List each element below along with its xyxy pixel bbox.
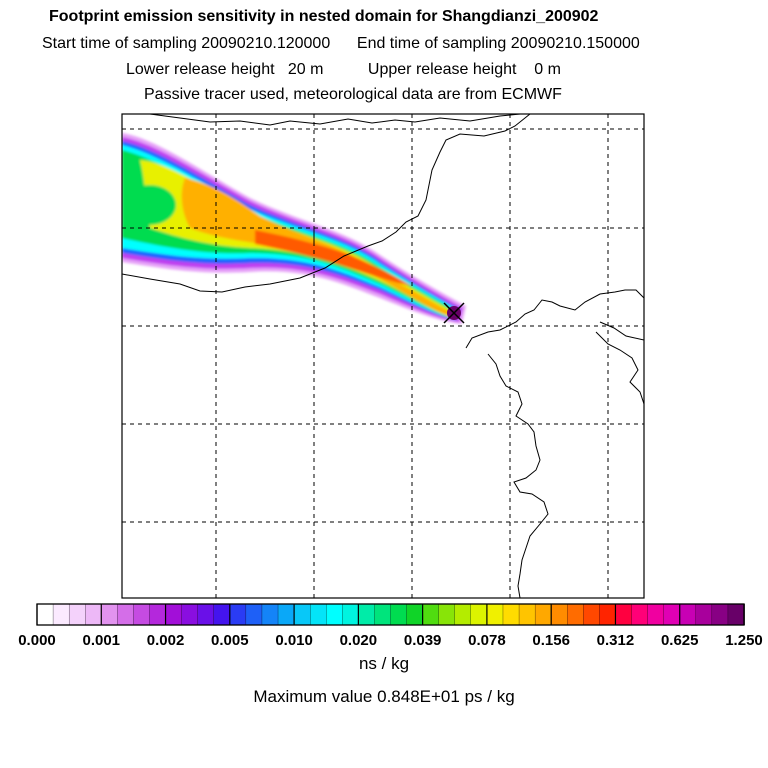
colorbar-cell — [261, 603, 279, 626]
border-north — [149, 114, 526, 126]
colorbar-cell — [406, 603, 424, 626]
plume-green-patch — [124, 185, 176, 225]
colorbar-cell — [727, 603, 745, 626]
colorbar-cell — [470, 603, 488, 626]
colorbar-cell — [165, 603, 183, 626]
colorbar-cell — [534, 603, 552, 626]
colorbar-units: ns / kg — [358, 654, 410, 673]
colorbar-tick-label: 0.010 — [275, 632, 313, 649]
colorbar-cell — [229, 603, 247, 626]
colorbar-tick-label: 0.039 — [404, 632, 442, 649]
colorbar-cell — [374, 603, 392, 626]
colorbar-tick-label: 0.625 — [661, 632, 699, 649]
colorbar-cell — [293, 603, 311, 626]
coastline-layer — [122, 114, 644, 598]
colorbar-cell — [502, 603, 520, 626]
colorbar-cell — [245, 603, 263, 626]
colorbar-cell — [358, 603, 376, 626]
lower-height-label: Lower release height — [126, 61, 275, 78]
colorbar-cell — [551, 603, 569, 626]
maximum-value-line: Maximum value 0.848E+01 ps / kg — [0, 687, 768, 707]
colorbar-cell — [567, 603, 585, 626]
colorbar-tick-label: 0.002 — [147, 632, 185, 649]
colorbar-cell — [647, 603, 665, 626]
upper-height-value: 0 m — [534, 61, 561, 78]
colorbar-cell — [486, 603, 504, 626]
colorbar-cell — [438, 603, 456, 626]
colorbar-tick-label: 0.312 — [597, 632, 635, 649]
colorbar-frame — [36, 603, 745, 626]
colorbar-tick-label: 0.005 — [211, 632, 249, 649]
release-height-line: Lower release height 20 m Upper release … — [126, 61, 768, 79]
colorbar-cell — [390, 603, 408, 626]
colorbar-cell — [85, 603, 103, 626]
plume-layer — [122, 133, 466, 324]
colorbar-tick-label: 0.078 — [468, 632, 506, 649]
colorbar-cell — [679, 603, 697, 626]
sampling-time-line: Start time of sampling 20090210.120000 E… — [42, 35, 768, 53]
colorbar-tick-label: 0.000 — [18, 632, 56, 649]
coastline-peninsula — [595, 331, 644, 405]
footprint-map — [121, 113, 645, 599]
upper-height-label: Upper release height — [367, 61, 517, 78]
plot-title: Footprint emission sensitivity in nested… — [49, 8, 599, 25]
start-time-label: Start time of sampling — [42, 35, 197, 52]
colorbar-cell — [213, 603, 231, 626]
colorbar-tick-label: 1.250 — [725, 632, 763, 649]
maximum-value-label: Maximum value — [253, 687, 373, 706]
colorbar-cell — [326, 603, 344, 626]
end-time-label: End time of sampling — [356, 35, 507, 52]
colorbar-cell — [52, 603, 70, 626]
colorbar-cell — [422, 603, 440, 626]
coastline-south — [487, 353, 549, 598]
end-time-value: 20090210.150000 — [510, 35, 640, 52]
map-frame — [121, 113, 645, 599]
colorbar-cells — [36, 603, 745, 626]
x-marker-icon — [443, 302, 465, 324]
colorbar-cell — [518, 603, 536, 626]
start-time-value: 20090210.120000 — [201, 35, 331, 52]
colorbar-cell — [68, 603, 86, 626]
colorbar: 0.000 0.001 0.002 0.005 0.010 0.020 0.039 0.078… — [18, 603, 763, 649]
colorbar-cell — [342, 603, 360, 626]
colorbar-cell — [454, 603, 472, 626]
colorbar-cell — [277, 603, 295, 626]
colorbar-cell — [695, 603, 713, 626]
colorbar-cell — [711, 603, 729, 626]
colorbar-cell — [310, 603, 327, 626]
colorbar-cell — [197, 603, 215, 626]
colorbar-cell — [181, 603, 199, 626]
maximum-value: 0.848E+01 ps / kg — [377, 687, 515, 706]
colorbar-tick-label: 0.001 — [82, 632, 120, 649]
colorbar-cell — [133, 603, 151, 626]
coastline-inlet — [599, 321, 644, 341]
colorbar-cell — [631, 603, 649, 626]
colorbar-cell — [117, 603, 135, 626]
colorbar-cell — [101, 603, 119, 626]
colorbar-cell — [663, 603, 681, 626]
receptor-site — [443, 302, 465, 324]
subtitle: Passive tracer used, meteorological data… — [144, 86, 562, 103]
colorbar-tick-label: 0.156 — [532, 632, 570, 649]
colorbar-cell — [583, 603, 601, 626]
colorbar-labels: 0.000 0.001 0.002 0.005 0.010 0.020 0.039 0.078… — [18, 632, 763, 649]
graticule — [122, 114, 644, 598]
colorbar-cell — [36, 603, 54, 626]
coastline-gulf — [465, 289, 644, 349]
colorbar-cell — [615, 603, 633, 626]
colorbar-tick-label: 0.020 — [340, 632, 378, 649]
colorbar-cell — [149, 603, 167, 626]
border-main — [122, 114, 531, 293]
colorbar-cell — [599, 603, 617, 626]
lower-height-value: 20 m — [287, 61, 324, 78]
plume-band-red — [255, 230, 412, 286]
